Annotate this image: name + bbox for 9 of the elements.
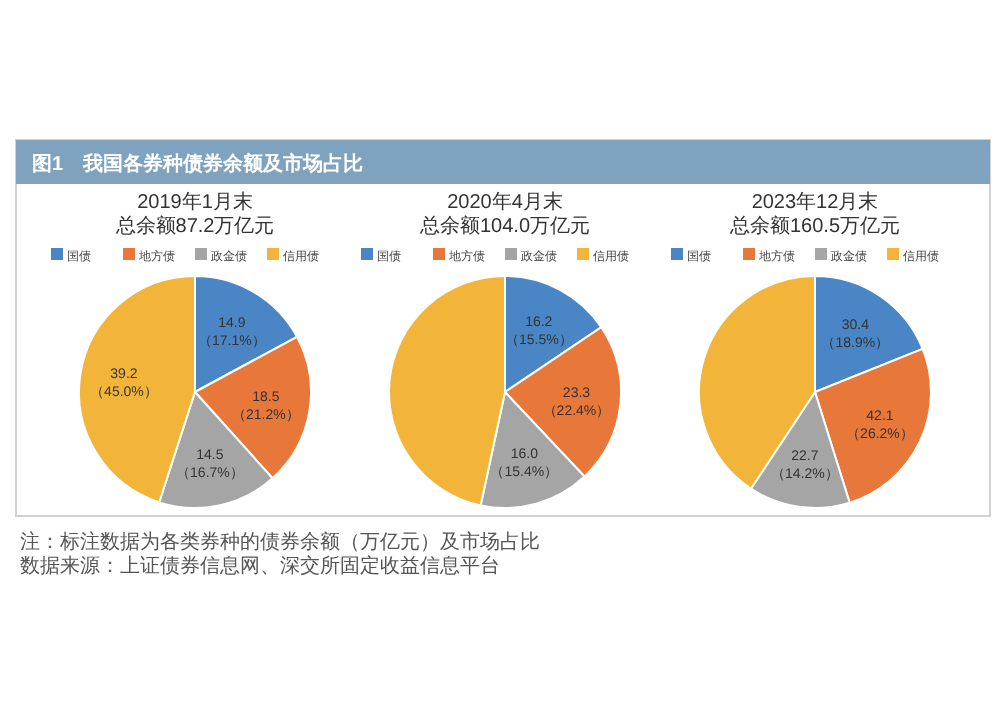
text: 注：标注数据为各类券种的债券余额（万亿元）及市场占比: [20, 530, 540, 554]
chart-title: 2023年12月末: [751, 190, 879, 214]
chart-subtitle: 总余额160.5万亿元: [727, 214, 901, 238]
text: 图1 我国各券种债券余额及市场占比: [32, 152, 364, 176]
chart-title: 2020年4月末: [447, 190, 563, 214]
chart-subtitle: 总余额87.2万亿元: [113, 214, 275, 238]
source-note: 数据来源：上证债券信息网、深交所固定收益信息平台: [20, 554, 500, 578]
chart-title: 2019年1月末: [137, 190, 253, 214]
chart-subtitle: 总余额104.0万亿元: [417, 214, 591, 238]
